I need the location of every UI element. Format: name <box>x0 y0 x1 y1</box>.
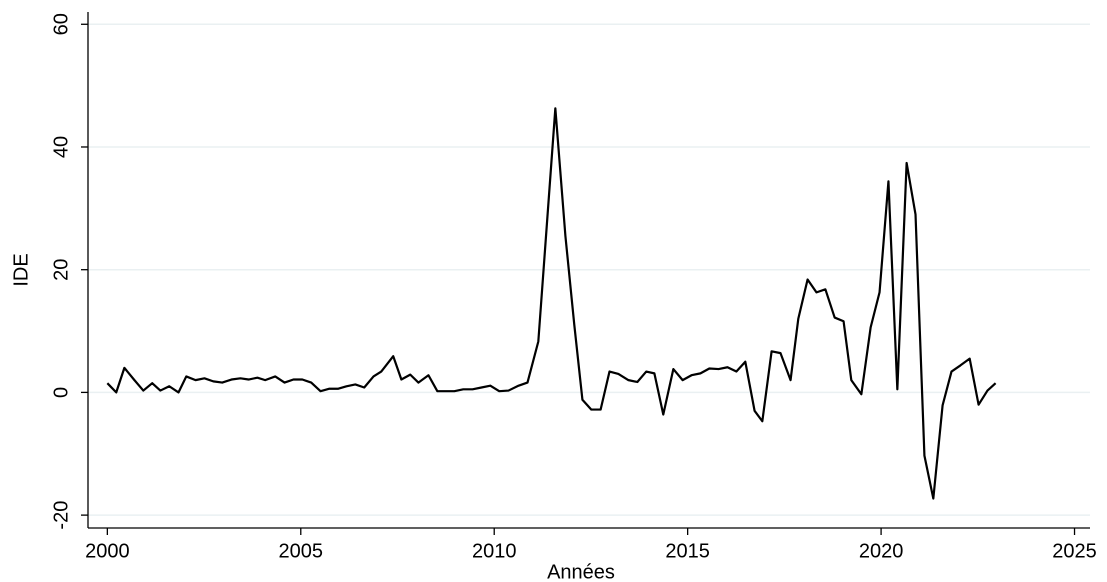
x-tick-label: 2005 <box>279 540 324 562</box>
y-tick-label: -20 <box>50 501 72 530</box>
y-axis-title: IDE <box>10 253 32 286</box>
y-tick-label: 40 <box>50 136 72 158</box>
x-tick-label: 2000 <box>85 540 130 562</box>
x-tick-label: 2025 <box>1052 540 1097 562</box>
x-tick-label: 2015 <box>665 540 710 562</box>
y-tick-label: 20 <box>50 259 72 281</box>
y-tick-label: 0 <box>50 387 72 398</box>
x-axis-title: Années <box>547 561 615 582</box>
data-line <box>106 107 997 500</box>
x-tick-label: 2020 <box>859 540 904 562</box>
x-tick-label: 2010 <box>472 540 517 562</box>
y-tick-label: 60 <box>50 13 72 35</box>
